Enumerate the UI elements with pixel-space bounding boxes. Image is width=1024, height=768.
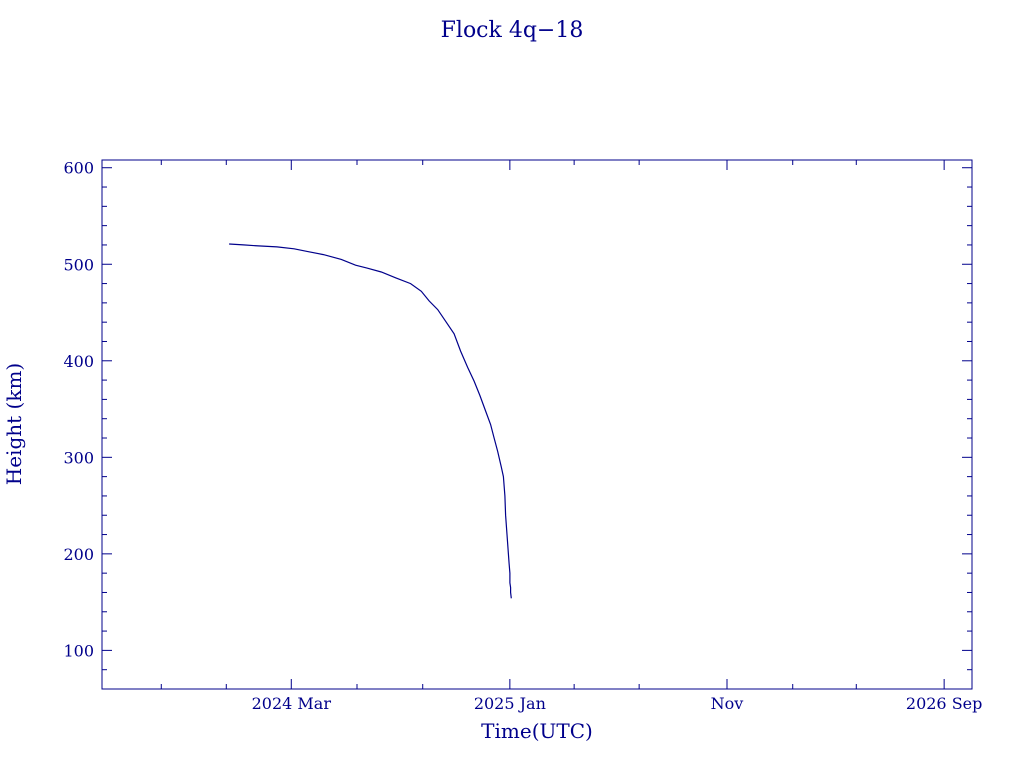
- y-tick-label: 100: [63, 641, 94, 660]
- y-tick-label: 500: [63, 255, 94, 274]
- height-decay-line: [229, 243, 512, 599]
- x-tick-label: Nov: [711, 694, 744, 713]
- plot-frame: [101, 159, 973, 690]
- x-axis-label: Time(UTC): [481, 719, 593, 743]
- y-axis-label: Height (km): [2, 363, 26, 485]
- y-tick-label: 400: [63, 352, 94, 371]
- y-tick-label: 300: [63, 448, 94, 467]
- y-tick-label: 600: [63, 159, 94, 178]
- y-tick-label: 200: [63, 545, 94, 564]
- axis-ticks: [102, 160, 972, 689]
- x-tick-label: 2025 Jan: [474, 694, 546, 713]
- chart-title: Flock 4q−18: [441, 18, 584, 43]
- tick-labels: 100 200 300 400 500 600 2024 Mar 2025 Jan Nov 202…: [63, 159, 982, 713]
- x-tick-label: 2026 Sep: [906, 694, 982, 713]
- x-tick-label: 2024 Mar: [252, 694, 332, 713]
